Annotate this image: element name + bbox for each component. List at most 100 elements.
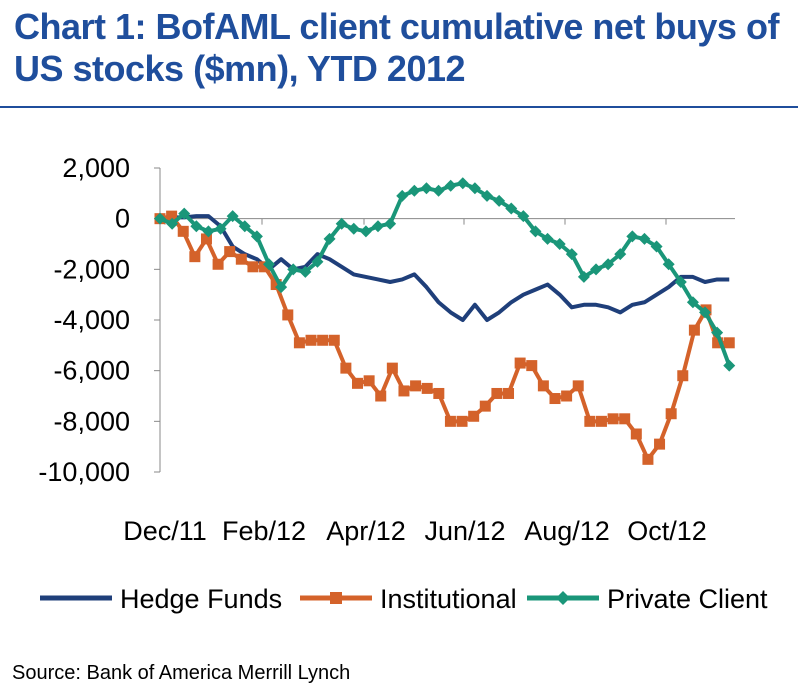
series-line-hedge-funds [159, 214, 730, 322]
data-point [723, 337, 735, 349]
data-point [189, 251, 201, 263]
legend-label: Hedge Funds [120, 584, 282, 614]
series-hedge-funds [159, 214, 730, 322]
data-point [491, 387, 503, 399]
data-point [323, 232, 336, 245]
data-point [250, 230, 263, 243]
data-point [351, 377, 363, 389]
data-point [226, 210, 239, 223]
legend-item-institutional: Institutional [300, 584, 517, 614]
data-point [335, 217, 348, 230]
data-point [375, 390, 387, 402]
data-point [572, 380, 584, 392]
x-tick-label: Feb/12 [222, 516, 306, 546]
chart-svg: 2,000 0 -2,000 -4,000 -6,000 -8,000 -10,000 De… [38, 153, 768, 614]
data-point [723, 359, 736, 372]
data-point [247, 261, 259, 273]
y-tick-label: -2,000 [53, 254, 130, 284]
data-point [529, 225, 542, 238]
data-point [166, 210, 178, 222]
data-point [200, 233, 212, 245]
title-divider [0, 106, 798, 108]
data-point [154, 212, 166, 225]
data-point [479, 400, 491, 412]
data-point [282, 309, 294, 321]
data-point [398, 385, 410, 397]
data-point [340, 362, 352, 374]
data-point [712, 337, 724, 349]
y-tick-label: 2,000 [62, 153, 130, 183]
series-institutional [154, 210, 735, 465]
data-point [363, 375, 375, 387]
data-point [654, 438, 666, 450]
data-point [468, 410, 480, 422]
data-point [224, 246, 236, 258]
x-axis-ticks: Dec/11 Feb/12 Apr/12 Jun/12 Aug/12 Oct/12 [123, 218, 707, 546]
data-point [214, 222, 227, 235]
data-point [317, 334, 329, 346]
data-point [541, 232, 554, 245]
data-point [456, 177, 469, 190]
data-point [565, 248, 578, 261]
data-point [432, 184, 445, 197]
data-point [444, 415, 456, 427]
data-point [493, 194, 506, 207]
legend-item-private-client: Private Client [527, 584, 768, 614]
data-point [190, 220, 203, 233]
data-point [235, 253, 247, 265]
chart-title: Chart 1: BofAML client cumulative net bu… [14, 6, 779, 89]
data-point [305, 334, 317, 346]
data-point [590, 263, 603, 276]
data-point [699, 306, 712, 319]
data-point [420, 182, 433, 195]
x-tick-label: Dec/11 [123, 516, 207, 546]
data-point [386, 362, 398, 374]
data-point [595, 415, 607, 427]
y-tick-label: 0 [115, 204, 130, 234]
x-tick-label: Oct/12 [627, 516, 707, 546]
data-point [614, 248, 627, 261]
data-point [384, 217, 397, 230]
data-point [642, 453, 654, 465]
data-point [328, 334, 340, 346]
data-point [526, 360, 538, 372]
data-point [359, 225, 372, 238]
data-point [299, 265, 312, 278]
data-point [517, 210, 530, 223]
data-point [202, 225, 215, 238]
data-point [711, 326, 724, 339]
series-line-private-client [159, 181, 732, 367]
data-point [514, 357, 526, 369]
y-tick-label: -8,000 [53, 406, 130, 436]
data-point [166, 217, 179, 230]
data-point [372, 220, 385, 233]
data-point [396, 189, 409, 202]
data-point [577, 270, 590, 283]
data-point [456, 415, 468, 427]
data-point [619, 413, 631, 425]
y-axis-ticks: 2,000 0 -2,000 -4,000 -6,000 -8,000 -10,000 [38, 153, 160, 487]
data-point [537, 380, 549, 392]
legend: Hedge Funds Institutional Private Client [40, 584, 768, 614]
series-private-client [154, 177, 736, 372]
y-tick-label: -10,000 [38, 457, 130, 487]
legend-item-hedge-funds: Hedge Funds [40, 584, 282, 614]
data-point [665, 408, 677, 420]
data-point [177, 225, 189, 237]
legend-marker [330, 592, 342, 604]
y-tick-label: -4,000 [53, 305, 130, 335]
data-point [433, 387, 445, 399]
data-point [602, 258, 615, 271]
data-point [662, 258, 675, 271]
legend-marker [556, 591, 570, 605]
data-point [584, 415, 596, 427]
data-point [408, 184, 421, 197]
data-point [674, 276, 687, 288]
data-point [212, 258, 224, 270]
x-tick-label: Apr/12 [326, 516, 406, 546]
data-point [553, 238, 566, 250]
x-tick-label: Aug/12 [524, 516, 610, 546]
data-point [270, 279, 282, 291]
data-point [549, 393, 561, 405]
data-point [677, 370, 689, 382]
